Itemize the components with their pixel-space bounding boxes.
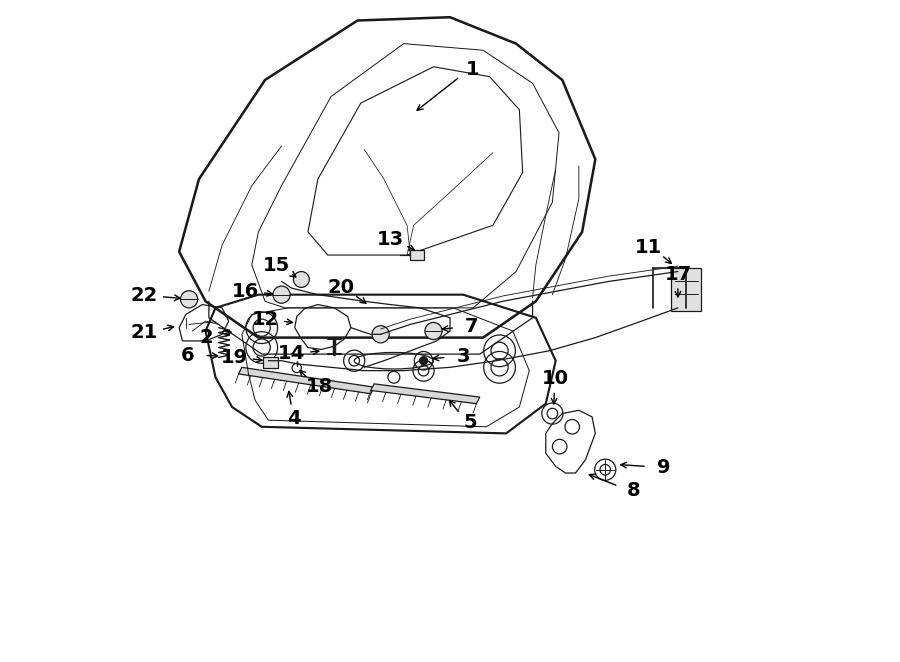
Text: 8: 8 (627, 481, 641, 500)
Text: 2: 2 (199, 328, 213, 347)
Text: 20: 20 (328, 278, 355, 297)
Circle shape (372, 326, 389, 343)
Text: 7: 7 (465, 317, 479, 336)
Circle shape (425, 322, 442, 340)
Bar (410, 250, 424, 260)
Text: 22: 22 (130, 286, 158, 305)
Text: 13: 13 (377, 230, 404, 249)
Text: 14: 14 (278, 344, 305, 363)
Text: 10: 10 (542, 369, 569, 388)
Text: 6: 6 (181, 346, 194, 365)
Text: 3: 3 (456, 347, 470, 366)
Text: 17: 17 (664, 265, 691, 284)
Circle shape (181, 291, 198, 308)
Text: 5: 5 (464, 413, 477, 432)
Polygon shape (238, 367, 374, 394)
Polygon shape (371, 384, 480, 404)
Circle shape (293, 271, 310, 287)
Text: 15: 15 (263, 256, 291, 275)
Bar (263, 357, 277, 368)
Text: 18: 18 (306, 377, 333, 397)
Text: 1: 1 (466, 60, 480, 79)
Circle shape (419, 357, 428, 365)
Text: 19: 19 (220, 348, 248, 367)
Bar (671, 268, 701, 311)
Text: 9: 9 (657, 457, 670, 477)
Text: 16: 16 (231, 281, 259, 301)
Text: 4: 4 (287, 409, 301, 428)
Text: 21: 21 (130, 323, 158, 342)
Text: 12: 12 (251, 310, 279, 329)
Text: 11: 11 (635, 238, 662, 257)
Circle shape (273, 286, 290, 303)
